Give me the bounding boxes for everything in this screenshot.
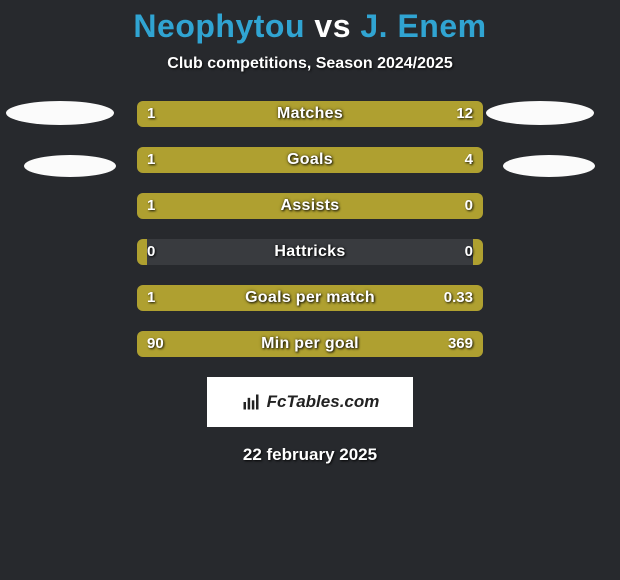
player-ellipse	[24, 155, 116, 177]
bar-label: Hattricks	[137, 239, 483, 265]
date: 22 february 2025	[0, 445, 620, 465]
bar-row: Assists1 0	[137, 193, 483, 219]
bar-value-right: 0	[465, 193, 473, 219]
bar-value-right: 12	[456, 101, 473, 127]
bar-value-right: 369	[448, 331, 473, 357]
title-player1: Neophytou	[133, 8, 305, 44]
subtitle: Club competitions, Season 2024/2025	[0, 55, 620, 73]
stage: Matches112Goals14Assists10Hattricks00Goa…	[0, 101, 620, 465]
bar-row: Min per goal90 369	[137, 331, 483, 357]
bar-value-left: 90	[147, 331, 164, 357]
bar-row: Matches1 12	[137, 101, 483, 127]
title-player2: J. Enem	[360, 8, 486, 44]
bar-label: Assists	[137, 193, 483, 219]
bar-value-right: 0.33	[444, 285, 473, 311]
bar-row: Goals1 4	[137, 147, 483, 173]
bar-value-left: 1	[147, 285, 155, 311]
bar-label: Goals per match	[137, 285, 483, 311]
bar-value-left: 1	[147, 101, 155, 127]
bar-value-right: 4	[465, 147, 473, 173]
bar-value-left: 1	[147, 147, 155, 173]
bar-label: Min per goal	[137, 331, 483, 357]
bar-row: Goals per match1 0.33	[137, 285, 483, 311]
player-ellipse	[6, 101, 114, 125]
bar-chart-icon	[241, 392, 261, 412]
brand-text: FcTables.com	[267, 392, 380, 412]
bar-row: Hattricks0 0	[137, 239, 483, 265]
brand-badge: FcTables.com	[207, 377, 413, 427]
title-vs: vs	[314, 8, 351, 44]
bar-value-left: 1	[147, 193, 155, 219]
comparison-bars: Matches112Goals14Assists10Hattricks00Goa…	[137, 101, 483, 357]
bar-value-left: 0	[147, 239, 155, 265]
player-ellipse	[486, 101, 594, 125]
bar-label: Matches	[137, 101, 483, 127]
title: Neophytou vs J. Enem	[0, 0, 620, 45]
bar-value-right: 0	[465, 239, 473, 265]
bar-label: Goals	[137, 147, 483, 173]
player-ellipse	[503, 155, 595, 177]
